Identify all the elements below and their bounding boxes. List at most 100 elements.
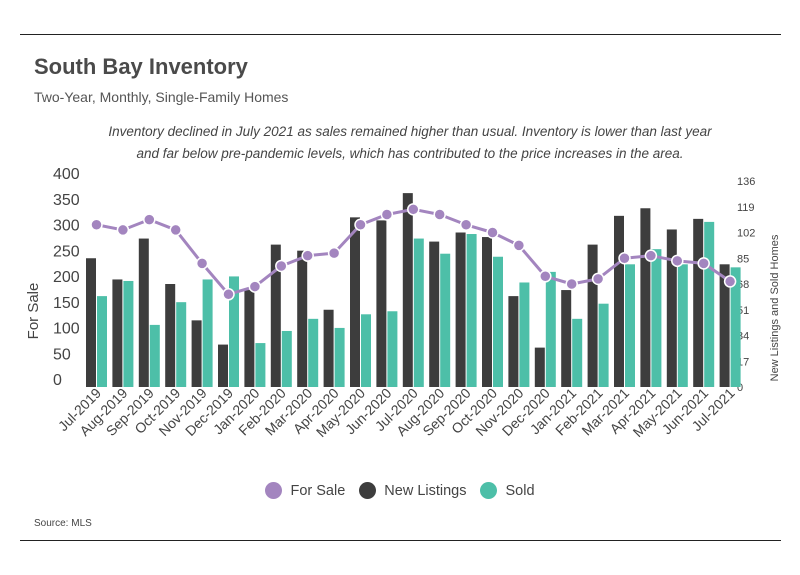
sold-bar xyxy=(308,318,319,387)
legend-item-sold: Sold xyxy=(480,482,535,499)
legend-label-new-listings: New Listings xyxy=(384,482,467,499)
for-sale-line xyxy=(96,207,731,296)
for-sale-point xyxy=(380,208,394,221)
new-listings-bar xyxy=(561,290,572,387)
left-axis-tick-label: 50 xyxy=(53,346,71,363)
sold-bar xyxy=(334,327,345,387)
sold-bar xyxy=(149,324,160,387)
for-sale-point xyxy=(275,259,288,273)
for-sale-point xyxy=(116,223,130,237)
for-sale-point xyxy=(723,275,737,288)
new-listings-bar xyxy=(112,279,123,387)
for-sale-point xyxy=(565,277,578,291)
sold-bar xyxy=(572,318,583,387)
new-listings-bar xyxy=(297,250,308,387)
left-axis-tick-label: 0 xyxy=(53,372,62,389)
for-sale-point xyxy=(222,288,235,301)
new-listings-bar xyxy=(614,215,624,387)
sold-bar xyxy=(176,302,187,387)
new-listings-bar xyxy=(270,244,281,387)
sold-bar xyxy=(493,256,503,387)
new-listings-bar xyxy=(640,208,651,387)
new-listings-bar xyxy=(693,218,704,387)
right-axis-tick-label: 0 xyxy=(737,382,743,394)
sold-bar xyxy=(413,238,424,387)
legend-label-for-sale: For Sale xyxy=(290,482,346,499)
right-axis-tick-label: 85 xyxy=(737,253,749,265)
sold-bar xyxy=(361,314,371,387)
sold-bar xyxy=(202,279,213,387)
sold-bar xyxy=(440,253,451,387)
new-listings-bar xyxy=(244,290,255,387)
legend-label-sold: Sold xyxy=(505,482,535,499)
for-sale-point xyxy=(90,218,103,232)
sold-bar xyxy=(545,271,556,387)
chart-annotation: Inventory declined in July 2021 as sales… xyxy=(100,121,720,165)
for-sale-point xyxy=(169,223,182,237)
new-listings-bar xyxy=(429,241,440,387)
new-listings-bar xyxy=(191,320,202,387)
right-axis-tick-label: 136 xyxy=(737,176,755,188)
left-axis-tick-label: 200 xyxy=(53,269,80,286)
sold-bar xyxy=(97,296,107,387)
sold-bar xyxy=(651,249,662,387)
sold-bar xyxy=(677,264,688,387)
new-listings-bar xyxy=(719,264,730,387)
bottom-rule xyxy=(20,540,781,541)
sold-bar xyxy=(466,234,477,387)
sold-bar xyxy=(123,280,134,387)
new-listings-bar xyxy=(350,217,360,387)
legend-item-new-listings: New Listings xyxy=(359,482,466,499)
new-listings-bar xyxy=(508,296,519,387)
new-listings-bar xyxy=(402,193,413,387)
left-axis-tick-label: 150 xyxy=(53,295,80,312)
legend-swatch-new-listings xyxy=(359,482,377,499)
new-listings-bar xyxy=(534,347,545,387)
chart-title: South Bay Inventory xyxy=(34,54,248,79)
chart-legend: For Sale New Listings Sold xyxy=(0,482,800,499)
top-rule xyxy=(20,34,781,35)
new-listings-bar xyxy=(587,244,598,387)
new-listings-bar xyxy=(455,232,466,387)
for-sale-point xyxy=(327,246,341,260)
annotation-line-2: and far below pre-pandemic levels, which… xyxy=(136,146,684,161)
for-sale-point xyxy=(486,226,499,239)
new-listings-bar xyxy=(138,238,149,387)
left-axis-tick-label: 250 xyxy=(53,243,80,260)
for-sale-point xyxy=(512,239,526,252)
sold-bar xyxy=(625,264,635,387)
sold-bar xyxy=(387,311,398,387)
legend-swatch-for-sale xyxy=(265,482,283,499)
new-listings-bar xyxy=(666,229,677,387)
right-axis-tick-label: 119 xyxy=(737,202,755,214)
left-axis-tick-label: 300 xyxy=(53,218,80,235)
chart-subtitle: Two-Year, Monthly, Single-Family Homes xyxy=(34,89,289,105)
for-sale-point xyxy=(143,213,156,226)
source-note: Source: MLS xyxy=(34,518,92,529)
new-listings-bar xyxy=(376,220,387,387)
new-listings-bar xyxy=(323,309,334,387)
for-sale-point xyxy=(644,249,658,262)
for-sale-point xyxy=(433,208,446,221)
new-listings-bar xyxy=(165,284,176,387)
for-sale-point xyxy=(354,218,367,232)
for-sale-point xyxy=(407,203,420,216)
for-sale-point xyxy=(671,254,684,268)
for-sale-point xyxy=(248,280,262,293)
sold-bar xyxy=(730,267,741,387)
for-sale-point xyxy=(539,270,552,283)
sold-bar xyxy=(229,276,239,387)
new-listings-bar xyxy=(86,258,96,387)
right-axis-title: New Listings and Sold Homes xyxy=(769,234,781,381)
sold-bar xyxy=(598,303,609,387)
for-sale-point xyxy=(618,252,631,265)
left-axis-tick-label: 400 xyxy=(53,166,80,183)
for-sale-point xyxy=(459,218,473,232)
new-listings-bar xyxy=(482,237,492,387)
for-sale-point xyxy=(697,257,710,270)
sold-bar xyxy=(704,221,715,387)
for-sale-point xyxy=(591,272,605,286)
for-sale-point xyxy=(195,257,209,270)
legend-item-for-sale: For Sale xyxy=(265,482,345,499)
